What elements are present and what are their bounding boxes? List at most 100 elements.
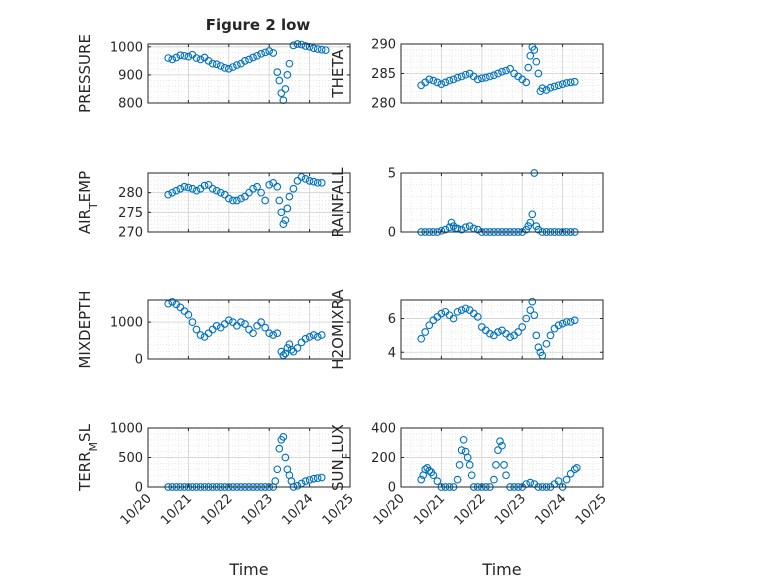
data-point — [273, 182, 282, 191]
data-point — [224, 64, 233, 73]
data-point — [293, 177, 302, 185]
data-point — [461, 304, 470, 313]
data-point — [417, 334, 426, 343]
data-point — [305, 333, 314, 341]
x-tick-label: 10/22 — [452, 491, 489, 528]
y-axis-label: THETA — [329, 49, 347, 99]
data-point — [204, 180, 213, 189]
x-axis-label: Time — [481, 560, 521, 579]
y-tick-label: 0 — [135, 353, 143, 368]
data-point — [494, 446, 502, 454]
y-tick-label: 200 — [371, 451, 396, 466]
data-point — [188, 184, 197, 193]
x-tick-label: 10/21 — [158, 491, 195, 528]
data-point — [534, 343, 543, 352]
data-point — [437, 226, 446, 235]
y-axis-label: TERRMSL — [76, 423, 100, 492]
data-point — [506, 64, 514, 73]
data-point — [172, 53, 181, 62]
data-point — [305, 177, 314, 185]
y-tick-label: 1000 — [110, 422, 143, 437]
data-point — [192, 54, 201, 62]
data-point — [273, 329, 282, 338]
axes-box — [147, 299, 351, 360]
data-point — [281, 453, 290, 462]
data-point — [257, 49, 265, 58]
data-point — [301, 175, 310, 183]
data-point — [220, 64, 229, 72]
y-tick-label: 4 — [388, 346, 396, 361]
data-point — [494, 328, 502, 336]
y-tick-label: 280 — [118, 186, 143, 201]
data-point — [463, 453, 472, 462]
data-point — [546, 83, 555, 92]
y-tick-label: 285 — [371, 67, 396, 82]
data-point — [168, 188, 177, 197]
data-point — [249, 329, 257, 338]
x-tick-label: 10/24 — [279, 491, 316, 528]
data-point — [184, 183, 193, 192]
data-point — [212, 60, 221, 69]
data-point — [261, 196, 270, 205]
data-point — [417, 475, 426, 484]
data-point — [494, 69, 502, 78]
data-point — [518, 323, 527, 331]
data-point — [532, 331, 541, 340]
data-point — [208, 59, 217, 68]
data-point — [500, 461, 508, 469]
data-point — [164, 54, 173, 62]
y-tick-label: 0 — [388, 226, 396, 241]
data-point — [490, 71, 498, 80]
data-point — [208, 184, 217, 193]
data-point — [253, 182, 261, 191]
data-point — [566, 469, 575, 478]
data-point — [453, 307, 462, 316]
data-point — [558, 80, 567, 88]
x-tick-label: 10/25 — [320, 491, 357, 528]
data-point — [554, 81, 563, 90]
data-point — [237, 318, 245, 326]
data-point — [530, 311, 539, 320]
data-point — [275, 444, 284, 453]
data-point — [425, 466, 434, 475]
data-point — [421, 328, 430, 336]
data-point — [257, 318, 265, 326]
data-point — [196, 55, 205, 64]
data-point — [441, 225, 450, 234]
data-point — [261, 323, 270, 332]
data-point — [313, 178, 322, 187]
data-point — [281, 85, 290, 93]
x-tick-label: 10/20 — [118, 491, 155, 528]
data-point — [473, 75, 482, 84]
data-point — [317, 473, 326, 482]
data-point — [570, 316, 579, 325]
data-point — [180, 51, 189, 60]
data-point — [293, 481, 302, 490]
data-point — [532, 57, 541, 66]
data-point — [317, 178, 326, 187]
data-point — [473, 313, 482, 321]
y-tick-label: 6 — [388, 312, 396, 327]
data-point — [305, 476, 314, 484]
x-tick-label: 10/21 — [411, 491, 448, 528]
x-tick-label: 10/22 — [199, 491, 236, 528]
data-point — [293, 344, 302, 352]
data-point — [233, 196, 241, 205]
data-point — [216, 62, 225, 70]
data-point — [498, 67, 506, 76]
subplot-4: 0 1000 MIXDEPTH — [76, 290, 351, 369]
data-point — [224, 316, 233, 325]
data-point — [546, 331, 555, 340]
data-point — [192, 325, 201, 334]
data-point — [245, 188, 253, 197]
data-point — [269, 49, 278, 57]
data-point — [301, 42, 310, 50]
data-point — [550, 82, 559, 91]
data-point — [492, 461, 500, 469]
data-point — [184, 310, 193, 319]
y-tick-label: 800 — [118, 97, 143, 112]
data-point — [455, 461, 464, 469]
data-point — [297, 40, 306, 49]
data-point — [570, 465, 579, 474]
